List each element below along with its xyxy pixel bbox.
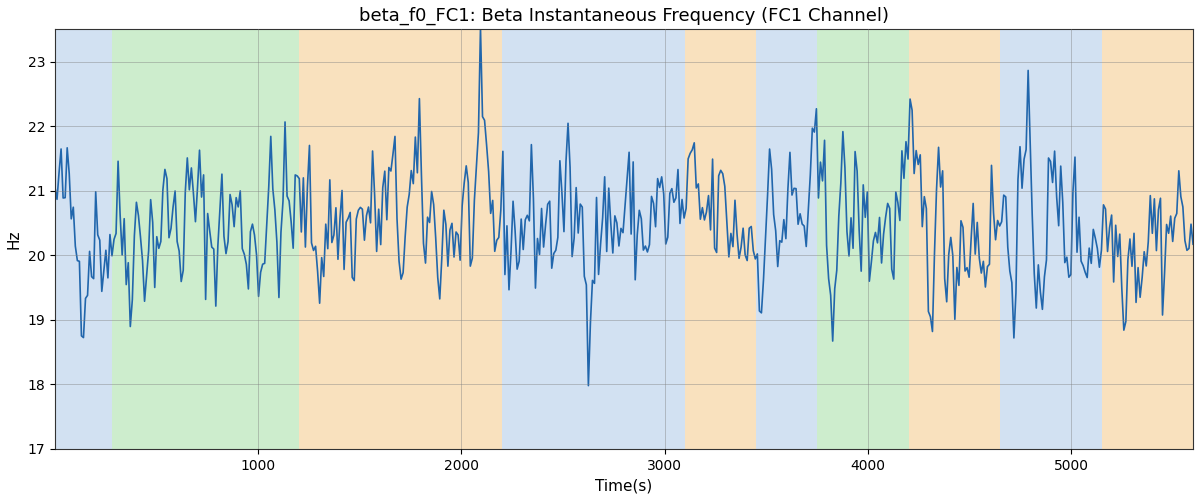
- Bar: [299, 30, 502, 449]
- Bar: [1102, 30, 1193, 449]
- Bar: [908, 30, 1000, 449]
- Bar: [685, 30, 756, 449]
- Bar: [55, 30, 112, 449]
- Bar: [502, 30, 685, 449]
- X-axis label: Time(s): Time(s): [595, 478, 653, 493]
- Bar: [1000, 30, 1102, 449]
- Title: beta_f0_FC1: Beta Instantaneous Frequency (FC1 Channel): beta_f0_FC1: Beta Instantaneous Frequenc…: [359, 7, 889, 25]
- Bar: [817, 30, 908, 449]
- Y-axis label: Hz: Hz: [7, 230, 22, 249]
- Bar: [756, 30, 817, 449]
- Bar: [112, 30, 299, 449]
